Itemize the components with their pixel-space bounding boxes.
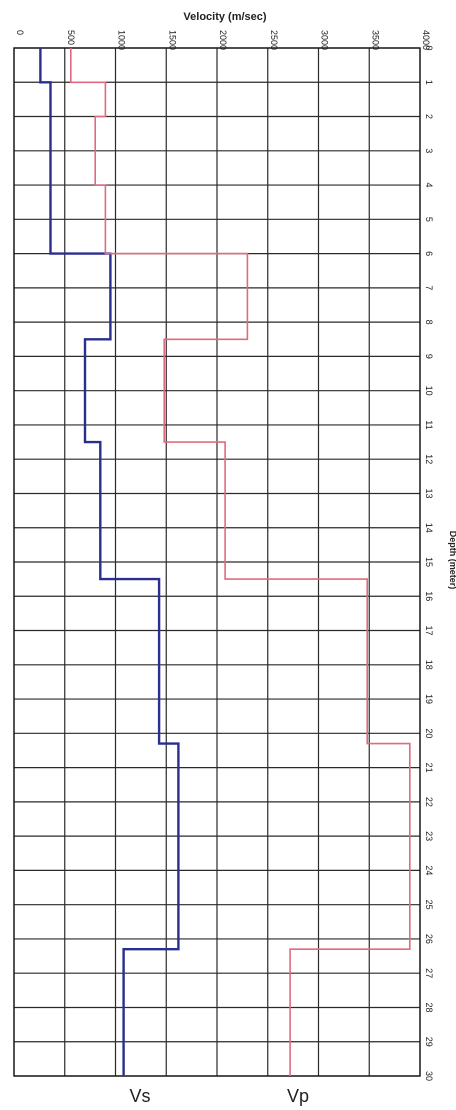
- y-axis-ticks: 0123456789101112131415161718192021222324…: [424, 45, 434, 1081]
- x-tick-label: 2000: [218, 30, 228, 50]
- y-tick-label: 29: [424, 1037, 434, 1047]
- x-tick-label: 3500: [370, 30, 380, 50]
- y-tick-label: 11: [424, 420, 434, 429]
- y-tick-label: 0: [424, 45, 434, 50]
- series-layer: [39, 48, 411, 1076]
- y-tick-label: 9: [424, 354, 434, 359]
- y-tick-label: 3: [424, 148, 434, 153]
- y-tick-label: 20: [424, 728, 434, 738]
- y-tick-label: 2: [424, 114, 434, 119]
- y-tick-label: 26: [424, 934, 434, 944]
- y-tick-label: 30: [424, 1071, 434, 1081]
- series-line-vs: [39, 48, 180, 1076]
- y-tick-label: 4: [424, 183, 434, 188]
- y-tick-label: 21: [424, 763, 434, 773]
- x-tick-label: 2500: [269, 30, 279, 50]
- y-tick-label: 14: [424, 523, 434, 533]
- y-tick-label: 7: [424, 285, 434, 290]
- vs-label: Vs: [129, 1086, 150, 1106]
- y-tick-label: 15: [424, 557, 434, 567]
- y-tick-label: 25: [424, 900, 434, 910]
- series-line-vp: [70, 48, 411, 1076]
- x-tick-label: 0: [15, 30, 25, 35]
- x-tick-label: 500: [66, 30, 76, 45]
- grid: [13, 47, 421, 1077]
- y-tick-label: 22: [424, 797, 434, 807]
- x-tick-label: 4000: [421, 30, 431, 50]
- y-tick-label: 18: [424, 660, 434, 670]
- x-tick-label: 1000: [117, 30, 127, 50]
- y-tick-label: 17: [424, 626, 434, 636]
- x-tick-label: 3000: [320, 30, 330, 50]
- y-tick-label: 16: [424, 591, 434, 601]
- y-tick-label: 6: [424, 251, 434, 256]
- y-tick-label: 28: [424, 1002, 434, 1012]
- y-tick-label: 8: [424, 320, 434, 325]
- y-tick-label: 10: [424, 386, 434, 396]
- y-tick-label: 27: [424, 968, 434, 978]
- y-axis-label: Depth (meter): [448, 531, 456, 590]
- x-axis-ticks: 0 500 1000 1500 2000 2500 3000 3500 4000: [15, 30, 431, 50]
- y-tick-label: 23: [424, 831, 434, 841]
- vp-label: Vp: [287, 1086, 309, 1106]
- y-tick-label: 5: [424, 217, 434, 222]
- x-tick-label: 1500: [167, 30, 177, 50]
- plot-frame: [13, 47, 421, 1077]
- y-tick-label: 24: [424, 865, 434, 875]
- y-tick-label: 19: [424, 694, 434, 704]
- chart-title: Velocity (m/sec): [183, 11, 266, 23]
- y-tick-label: 1: [424, 80, 434, 85]
- y-tick-label: 12: [424, 454, 434, 464]
- y-tick-label: 13: [424, 488, 434, 498]
